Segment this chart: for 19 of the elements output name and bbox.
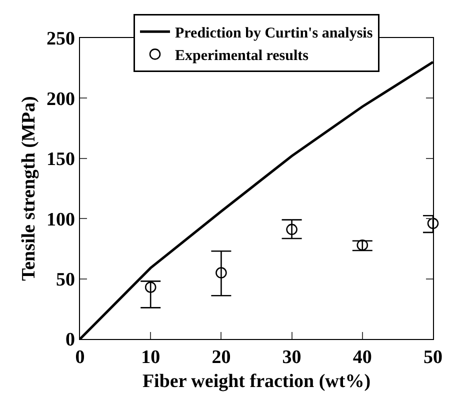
legend-label: Experimental results: [175, 48, 309, 64]
y-tick-label: 100: [46, 209, 76, 230]
point: [356, 239, 368, 251]
x-tick-label: 30: [282, 346, 302, 368]
y-axis-title: Tensile strength (MPa): [18, 96, 40, 281]
point: [427, 218, 439, 230]
x-tick-label: 50: [424, 346, 442, 368]
x-tick-label: 10: [141, 346, 160, 368]
point: [144, 282, 156, 293]
x-tick-label: 40: [352, 346, 372, 368]
x-tick-label: 20: [212, 346, 231, 368]
y-tick-label: 150: [46, 149, 76, 170]
legend-label: Prediction by Curtin's analysis: [175, 26, 373, 42]
y-tick-label: 0: [66, 330, 76, 351]
y-tick-label: 50: [56, 269, 76, 290]
point: [216, 267, 227, 278]
x-axis-title: Fiber weight fraction (wt%): [142, 370, 371, 392]
y-tick-label: 200: [46, 88, 76, 110]
y-tick-label: 250: [46, 28, 76, 50]
